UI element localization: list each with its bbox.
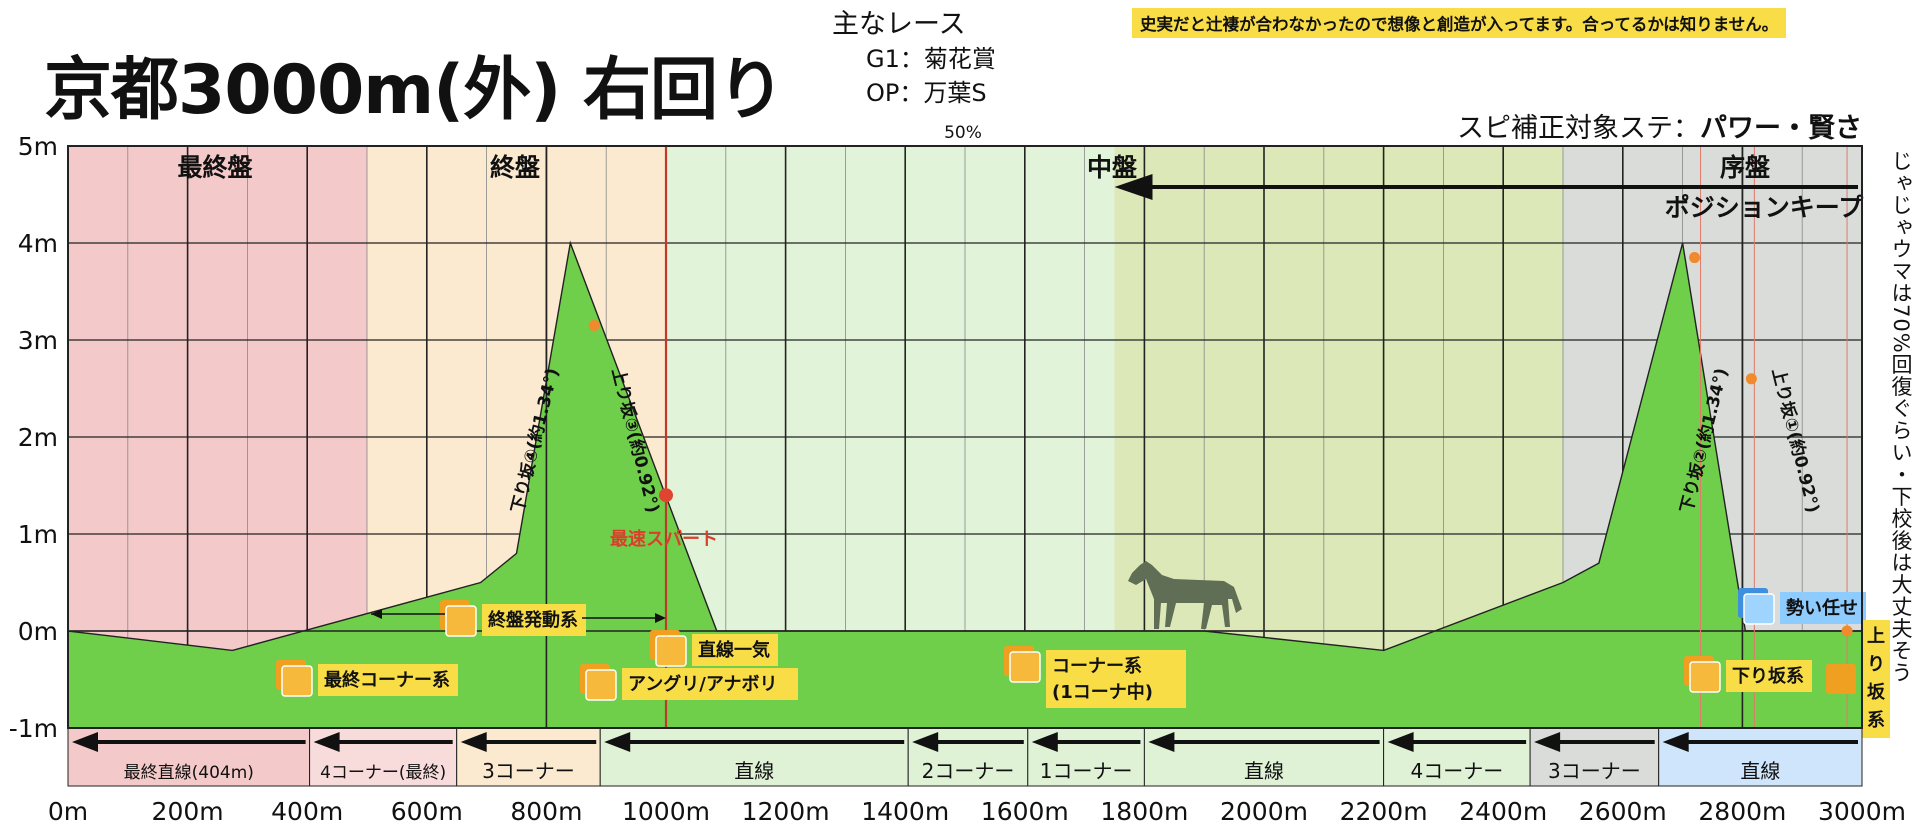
section-label: 中盤	[1087, 153, 1138, 182]
track-label: 4コーナー(最終)	[320, 763, 446, 783]
skill-label: アングリ/アナボリ	[628, 673, 778, 695]
y-tick-label: 3m	[18, 326, 58, 355]
section-label: 最終盤	[177, 153, 253, 182]
skill-label: り	[1867, 654, 1885, 675]
skill-icon	[586, 670, 616, 700]
skill-tag: アングリ/アナボリ	[580, 664, 798, 700]
skill-label: 勢い任せ	[1786, 597, 1858, 619]
skill-label: 終盤発動系	[488, 609, 578, 631]
skill-icon	[656, 636, 686, 666]
skill-tag: 最終コーナー系	[276, 660, 458, 696]
x-tick-label: 2800m	[1698, 797, 1786, 826]
skill-label: 系	[1867, 710, 1885, 731]
skill-icon	[282, 666, 312, 696]
x-tick-label: 800m	[510, 797, 582, 826]
skill-tag: 下り坂系	[1684, 656, 1812, 692]
y-tick-label: 2m	[18, 423, 58, 452]
section-label: 序盤	[1720, 153, 1771, 182]
track-label: 2コーナー	[922, 759, 1015, 783]
slope-point	[1746, 373, 1757, 384]
section-label: 終盤	[490, 153, 541, 182]
skill-icon	[1826, 664, 1856, 694]
skill-label: 最終コーナー系	[324, 669, 450, 691]
skill-icon	[1744, 594, 1774, 624]
slope-point	[589, 320, 600, 331]
x-tick-label: 1000m	[622, 797, 710, 826]
skill-label: 坂	[1867, 682, 1886, 703]
y-tick-label: 0m	[18, 617, 58, 646]
track-label: 最終直線(404m)	[124, 763, 254, 783]
midpoint-label: 50%	[944, 123, 982, 143]
x-tick-label: 1200m	[742, 797, 830, 826]
track-label: 3コーナー	[482, 759, 575, 783]
skill-label: 上	[1867, 626, 1885, 647]
skill-icon	[1010, 652, 1040, 682]
track-label: 4コーナー	[1410, 759, 1503, 783]
track-label: 直線	[1244, 759, 1284, 783]
track-label: 3コーナー	[1548, 759, 1641, 783]
skill-label: コーナー系	[1052, 656, 1142, 677]
x-tick-label: 0m	[48, 797, 88, 826]
x-tick-label: 2000m	[1220, 797, 1308, 826]
y-tick-label: 1m	[18, 520, 58, 549]
skill-tag: 終盤発動系	[440, 600, 586, 636]
x-tick-label: 2600m	[1579, 797, 1667, 826]
track-label: 直線	[734, 759, 774, 783]
x-tick-label: 400m	[271, 797, 343, 826]
x-tick-label: 1800m	[1100, 797, 1188, 826]
x-tick-label: 600m	[391, 797, 463, 826]
skill-icon	[1690, 662, 1720, 692]
skill-label: 下り坂系	[1732, 666, 1804, 687]
x-tick-label: 2200m	[1340, 797, 1428, 826]
slope-point	[1842, 626, 1853, 637]
x-tick-label: 3000m	[1818, 797, 1906, 826]
skill-label: (1コーナ中)	[1052, 681, 1153, 703]
y-tick-label: 4m	[18, 229, 58, 258]
skill-tag: 直線一気	[650, 630, 778, 666]
y-tick-label: -1m	[9, 714, 58, 743]
x-tick-label: 1600m	[981, 797, 1069, 826]
skill-label: 直線一気	[698, 639, 770, 661]
x-tick-label: 1400m	[861, 797, 949, 826]
skill-icon	[446, 606, 476, 636]
track-label: 1コーナー	[1040, 759, 1133, 783]
spurt-label: 最速スパート	[610, 528, 718, 550]
x-tick-label: 200m	[152, 797, 224, 826]
position-keep-label: ポジションキープ	[1665, 193, 1865, 222]
x-tick-label: 2400m	[1459, 797, 1547, 826]
slope-point	[1689, 252, 1700, 263]
y-tick-label: 5m	[18, 132, 58, 161]
skill-tag: 勢い任せ	[1738, 588, 1866, 624]
track-label: 直線	[1740, 759, 1780, 783]
